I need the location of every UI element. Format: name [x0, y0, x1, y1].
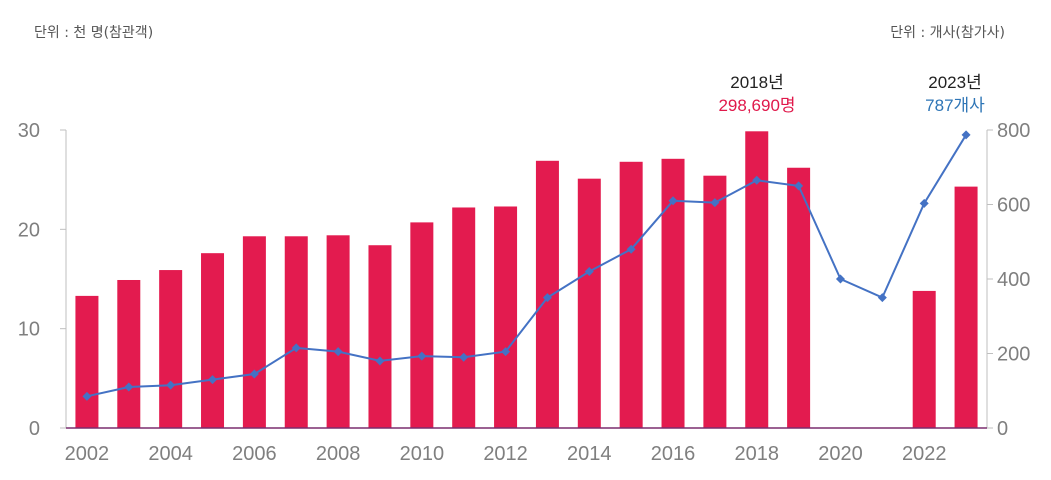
bar-2023	[954, 186, 978, 428]
left-tick-label-20: 20	[18, 219, 40, 241]
bar-2007	[284, 236, 308, 428]
visitor-bars	[75, 131, 978, 428]
right-y-axis-ticks: 0 200 400 600 800	[987, 120, 1030, 440]
x-tick-label-2012: 2012	[483, 443, 528, 465]
bar-2018	[745, 131, 769, 428]
point-2017	[710, 198, 720, 208]
bar-2015	[619, 161, 643, 428]
bar-2011	[452, 207, 476, 428]
point-2013	[542, 293, 552, 303]
point-2002	[82, 391, 92, 401]
point-2007	[291, 343, 301, 353]
left-tick-label-10: 10	[18, 319, 40, 341]
right-tick-label-600: 600	[997, 195, 1030, 217]
right-tick-label-400: 400	[997, 269, 1030, 291]
bar-2008	[326, 235, 350, 428]
point-2012	[501, 347, 511, 357]
left-y-axis-ticks: 0 10 20 30	[18, 120, 66, 440]
annotation-2018-year: 2018년	[730, 73, 783, 92]
bar-2006	[242, 236, 266, 428]
point-2014	[584, 267, 594, 277]
right-tick-label-200: 200	[997, 344, 1030, 366]
bar-2009	[368, 245, 392, 428]
exhibitor-line-path	[86, 134, 967, 398]
x-tick-label-2018: 2018	[735, 443, 780, 465]
x-tick-label-2002: 2002	[65, 443, 110, 465]
point-2015	[626, 244, 636, 254]
left-tick-label-30: 30	[18, 120, 40, 142]
point-2003	[124, 382, 134, 392]
bar-2014	[577, 178, 601, 428]
x-tick-label-2010: 2010	[400, 443, 445, 465]
point-2010	[417, 351, 427, 361]
bar-2017	[703, 175, 727, 428]
bar-2019	[787, 167, 811, 428]
point-2022	[919, 198, 929, 208]
point-2019	[794, 181, 804, 191]
x-tick-label-2004: 2004	[148, 443, 193, 465]
x-tick-label-2014: 2014	[567, 443, 612, 465]
bar-2010	[410, 222, 434, 428]
x-tick-label-2022: 2022	[902, 443, 947, 465]
point-2018	[752, 175, 762, 185]
point-2023	[961, 130, 971, 140]
point-2020	[835, 274, 845, 284]
bar-2005	[201, 253, 225, 428]
left-axis-unit: 단위 : 천 명(참관객)	[34, 25, 154, 41]
bar-2016	[661, 158, 685, 428]
x-tick-label-2016: 2016	[651, 443, 696, 465]
x-tick-label-2020: 2020	[818, 443, 863, 465]
bar-2022	[912, 290, 936, 428]
point-2005	[208, 375, 218, 385]
point-2008	[333, 347, 343, 357]
bar-2004	[159, 270, 183, 428]
right-tick-label-800: 800	[997, 120, 1030, 142]
right-axis-unit: 단위 : 개사(참가사)	[890, 25, 1005, 41]
x-tick-label-2008: 2008	[316, 443, 361, 465]
annotation-2018-value: 298,690명	[718, 96, 795, 115]
point-2011	[459, 352, 469, 362]
exhibitor-line	[82, 130, 971, 401]
left-tick-label-0: 0	[29, 418, 40, 440]
point-2004	[166, 380, 176, 390]
annotation-2023-value: 787개사	[925, 96, 985, 115]
point-2016	[668, 196, 678, 206]
point-2006	[249, 369, 259, 379]
bar-2012	[494, 206, 518, 428]
x-tick-label-2006: 2006	[232, 443, 277, 465]
point-2009	[375, 356, 385, 366]
annotation-2023-year: 2023년	[928, 73, 981, 92]
x-axis-ticks: 2002 2004 2006 2008 2010 2012 2014 2016 2018 2020…	[65, 443, 947, 465]
point-2021	[877, 293, 887, 303]
bar-2002	[75, 295, 99, 428]
bar-2003	[117, 279, 141, 428]
right-tick-label-0: 0	[997, 418, 1008, 440]
